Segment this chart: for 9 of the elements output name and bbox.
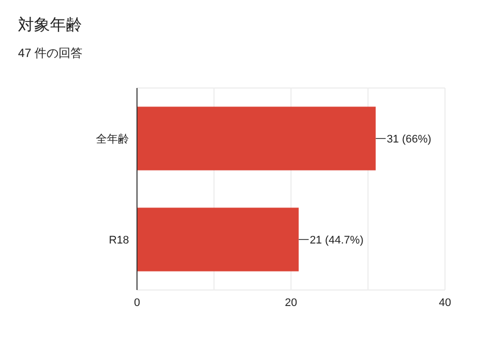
data-label: 31 (66%) xyxy=(386,134,432,146)
subtitle: 47 件の回答 xyxy=(18,46,83,60)
xtick: 0 xyxy=(134,297,140,309)
category: R18 xyxy=(108,234,129,246)
xtick: 40 xyxy=(438,297,452,309)
category: 全年齢 xyxy=(96,134,129,146)
xtick: 20 xyxy=(284,297,298,309)
data-label: 21 (44.7%) xyxy=(310,234,364,246)
title: 対象年齢 xyxy=(18,17,82,34)
